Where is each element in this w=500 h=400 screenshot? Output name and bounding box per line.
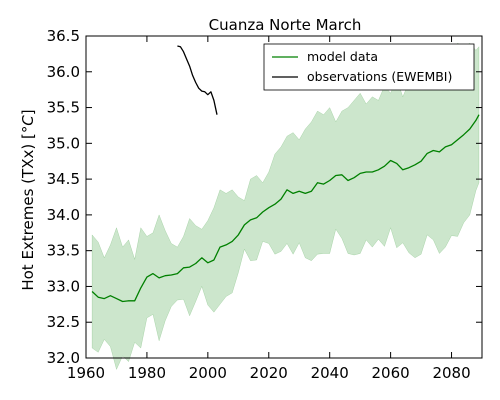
y-tick-label: 34.5 bbox=[47, 170, 80, 188]
y-tick-label: 34.0 bbox=[47, 206, 80, 224]
y-tick-label: 32.5 bbox=[47, 313, 80, 331]
x-tick-label: 2040 bbox=[311, 364, 349, 382]
y-tick-label: 35.5 bbox=[47, 99, 80, 117]
chart-title: Cuanza Norte March bbox=[209, 16, 362, 34]
y-tick-label: 36.5 bbox=[47, 27, 80, 45]
x-tick-label: 1980 bbox=[128, 364, 166, 382]
y-tick-label: 36.0 bbox=[47, 63, 80, 81]
x-tick-label: 2020 bbox=[250, 364, 288, 382]
y-tick-label: 33.0 bbox=[47, 277, 80, 295]
x-tick-label: 2060 bbox=[372, 364, 410, 382]
legend-label-model: model data bbox=[307, 49, 378, 64]
x-tick-label: 2000 bbox=[189, 364, 227, 382]
y-axis-label: Hot Extremes (TXx) [°C] bbox=[19, 109, 37, 290]
y-tick-label: 32.0 bbox=[47, 349, 80, 367]
legend-label-observations: observations (EWEMBI) bbox=[307, 69, 452, 84]
legend: model data observations (EWEMBI) bbox=[264, 44, 474, 90]
y-tick-label: 35.0 bbox=[47, 134, 80, 152]
y-tick-label: 33.5 bbox=[47, 242, 80, 260]
x-tick-label: 2080 bbox=[432, 364, 470, 382]
